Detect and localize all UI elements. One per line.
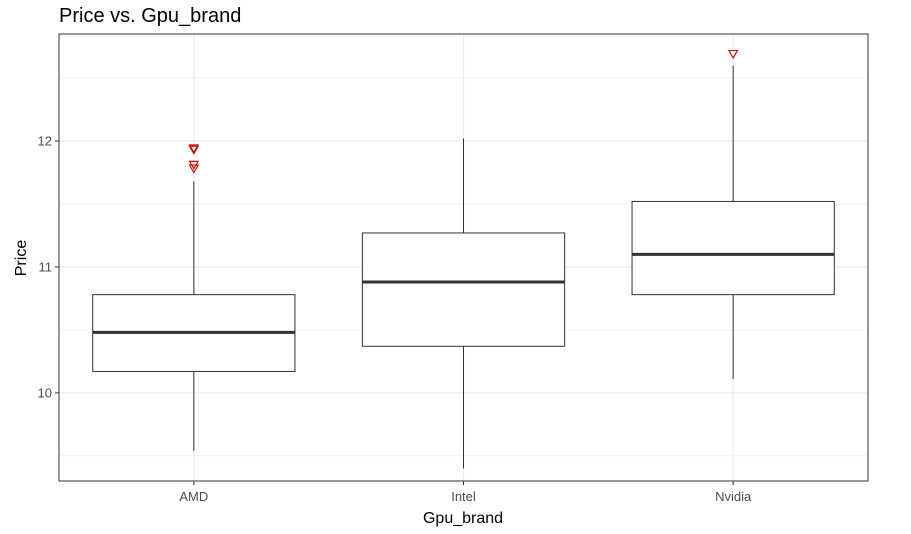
x-tick-label: AMD (179, 489, 208, 504)
box-amd (92, 144, 296, 451)
outlier-point (188, 145, 200, 155)
y-tick-label: 10 (38, 385, 52, 400)
x-axis-title: Gpu_brand (423, 510, 503, 527)
outlier-point (188, 144, 200, 154)
outlier-point (727, 49, 739, 60)
x-tick-label: Nvidia (715, 489, 752, 504)
boxes (92, 49, 835, 469)
iqr-box (631, 200, 835, 296)
iqr-box (361, 232, 566, 347)
axes: 10 11 12 AMD Intel Nvidia (38, 134, 752, 504)
y-tick-label: 11 (39, 259, 53, 274)
x-tick-label: Intel (451, 489, 476, 504)
box-nvidia (631, 49, 835, 380)
y-tick-label: 12 (38, 134, 52, 149)
box-intel (361, 138, 566, 469)
chart-title: Price vs. Gpu_brand (59, 5, 241, 27)
outlier-point (188, 164, 200, 174)
y-axis-title: Price (13, 240, 30, 277)
